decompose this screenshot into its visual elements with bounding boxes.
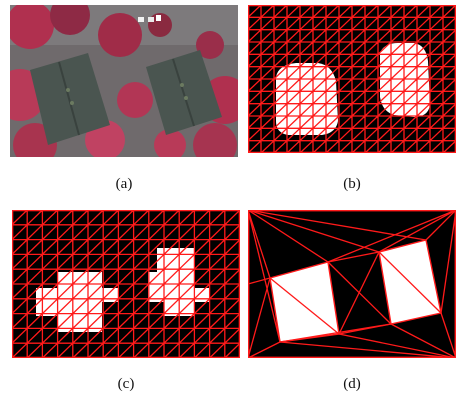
panel-d-adaptive-triangulation xyxy=(248,210,456,358)
mesh-d xyxy=(248,210,456,358)
panel-a-aerial-photo xyxy=(10,5,238,157)
mesh-c xyxy=(12,210,240,358)
panel-b-grid-triangulation xyxy=(248,5,456,153)
mesh-b xyxy=(248,5,456,153)
caption-c: (c) xyxy=(117,376,135,392)
caption-b: (b) xyxy=(343,176,361,192)
caption-d: (d) xyxy=(343,376,361,392)
panel-c-grid-triangulation xyxy=(12,210,240,358)
caption-a: (a) xyxy=(115,176,133,192)
aerial-photo-image xyxy=(10,5,238,157)
